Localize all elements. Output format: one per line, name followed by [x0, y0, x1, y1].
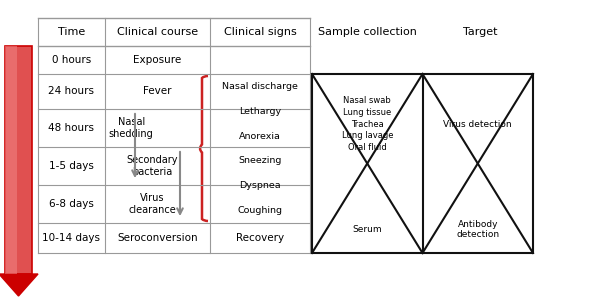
Text: Nasal
shedding: Nasal shedding: [109, 117, 154, 139]
Text: Recovery: Recovery: [236, 233, 284, 243]
Text: Anorexia: Anorexia: [239, 132, 281, 141]
Text: Clinical course: Clinical course: [117, 27, 198, 37]
Text: 24 hours: 24 hours: [49, 86, 95, 97]
Polygon shape: [0, 274, 38, 296]
Text: Secondary
bacteria: Secondary bacteria: [126, 155, 178, 177]
Text: 6-8 days: 6-8 days: [49, 199, 94, 209]
Text: Dyspnea: Dyspnea: [239, 181, 281, 190]
Text: Nasal discharge: Nasal discharge: [222, 82, 298, 91]
Text: Sample collection: Sample collection: [318, 27, 417, 37]
Text: Nasal swab
Lung tissue
Trachea
Lung lavage
Oral fluid: Nasal swab Lung tissue Trachea Lung lava…: [342, 96, 393, 152]
Text: 0 hours: 0 hours: [52, 55, 91, 65]
Text: Clinical signs: Clinical signs: [224, 27, 296, 37]
Text: Time: Time: [58, 27, 85, 37]
Text: Fever: Fever: [143, 86, 172, 97]
Text: Virus
clearance: Virus clearance: [128, 193, 176, 215]
Bar: [312, 74, 533, 253]
Text: 48 hours: 48 hours: [49, 123, 95, 133]
Text: Virus detection: Virus detection: [443, 119, 512, 129]
Text: 10-14 days: 10-14 days: [43, 233, 101, 243]
Text: Coughing: Coughing: [237, 206, 282, 215]
Text: Seroconversion: Seroconversion: [117, 233, 198, 243]
Text: Lethargy: Lethargy: [239, 107, 281, 116]
Text: Exposure: Exposure: [134, 55, 182, 65]
Text: Antibody
detection: Antibody detection: [456, 220, 500, 239]
Text: Serum: Serum: [353, 225, 382, 234]
Text: Sneezing: Sneezing: [239, 157, 282, 166]
Text: Target: Target: [463, 27, 497, 37]
Bar: [5, 46, 17, 274]
Bar: [38, 18, 310, 253]
Text: 1-5 days: 1-5 days: [49, 161, 94, 171]
Bar: [5, 46, 32, 274]
